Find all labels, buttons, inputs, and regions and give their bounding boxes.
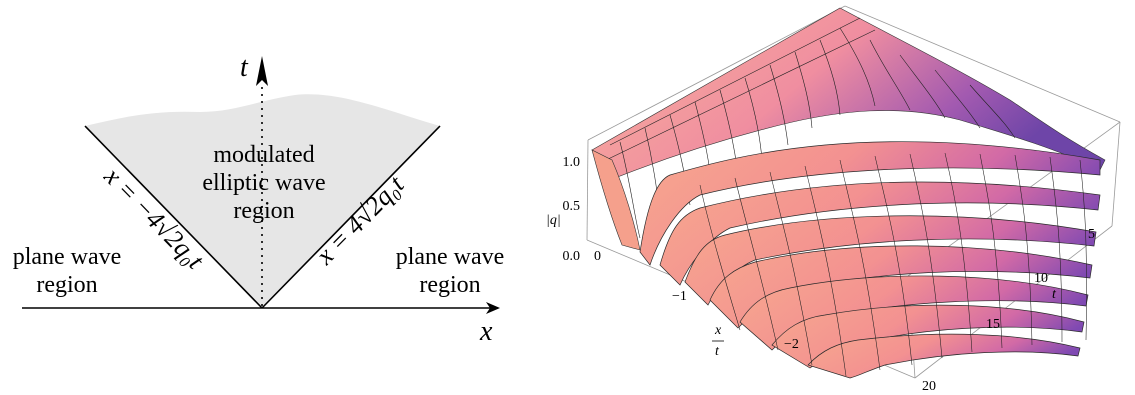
t-tick-10: 10: [1034, 271, 1048, 286]
right-region-label-2: region: [419, 272, 480, 298]
t-axis-arrowhead: [256, 56, 268, 86]
right-region-label-1: plane wave: [396, 244, 505, 270]
elliptic-region-shading: [85, 94, 440, 308]
left-region-label-2: region: [36, 272, 97, 298]
z-axis-label: |q|: [546, 213, 561, 228]
t-axis-label: t: [1052, 287, 1057, 302]
t-tick-5: 5: [1088, 227, 1095, 242]
x-axis-label: x: [479, 316, 493, 347]
x-axis-label-den: t: [715, 344, 720, 359]
center-region-label-3: region: [233, 198, 294, 224]
x-axis-label-num: x: [714, 323, 722, 338]
surface-back-gridlines: [601, 17, 1016, 239]
t-axis-label: t: [240, 52, 249, 83]
characteristic-diagram: t x modulated elliptic wave region plane…: [0, 0, 520, 395]
surface-canvas: 1.0 0.5 0.0 |q| 0 −1 −2 x t 5 10 t 15 20: [546, 5, 1121, 394]
left-region-label-1: plane wave: [13, 244, 122, 270]
center-region-label-1: modulated: [213, 142, 314, 168]
right-boundary-ray: [261, 125, 441, 309]
x-tick-1: −1: [672, 289, 687, 304]
surface-ridges: [639, 141, 1101, 379]
t-tick-15: 15: [986, 317, 1000, 332]
z-tick-1: 1.0: [563, 155, 581, 170]
surface-mesh: [699, 152, 1087, 377]
center-region-label-2: elliptic wave: [202, 170, 325, 196]
z-tick-3: 0.0: [563, 249, 581, 264]
z-tick-2: 0.5: [563, 199, 581, 214]
diagram-canvas: t x modulated elliptic wave region plane…: [13, 52, 505, 347]
left-boundary-ray: [84, 125, 263, 309]
surface-plot: 1.0 0.5 0.0 |q| 0 −1 −2 x t 5 10 t 15 20: [540, 0, 1135, 395]
t-tick-20: 20: [922, 379, 936, 394]
surface-back-sheet: [591, 7, 1106, 181]
x-tick-0: 0: [594, 249, 601, 264]
x-tick-2: −2: [784, 337, 799, 352]
